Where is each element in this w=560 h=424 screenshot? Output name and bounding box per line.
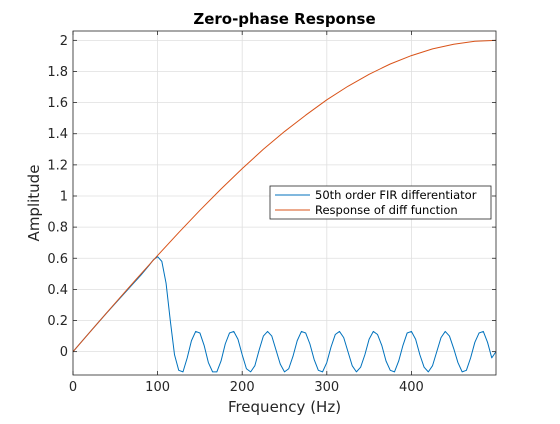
diff-function-line — [72, 39, 497, 352]
y-tick-label: 2 — [60, 34, 68, 49]
x-tick-label: 200 — [230, 380, 255, 395]
y-tick-label: 0 — [60, 345, 68, 360]
x-axis-label: Frequency (Hz) — [228, 398, 341, 416]
y-axis-label: Amplitude — [25, 165, 43, 242]
ticks: 0 100 200 300 400 0 0.2 0.4 0.6 0.8 1 1.2 1.4 1.6 1.8 2 — [47, 31, 496, 395]
y-tick-label: 1 — [60, 189, 68, 204]
series-layer — [72, 39, 497, 373]
legend-label-diff: Response of diff function — [315, 203, 458, 217]
legend-label-fir: 50th order FIR differentiator — [315, 188, 477, 202]
y-tick-label: 1.2 — [47, 158, 68, 173]
y-tick-label: 0.6 — [47, 252, 68, 267]
y-tick-label: 1.8 — [47, 65, 68, 80]
x-tick-label: 400 — [399, 380, 424, 395]
fir-differentiator-line — [72, 256, 497, 373]
y-tick-label: 0.4 — [47, 283, 68, 298]
chart-title: Zero-phase Response — [193, 10, 375, 28]
legend-box — [269, 185, 492, 220]
x-tick-label: 0 — [69, 380, 77, 395]
y-tick-label: 1.6 — [47, 96, 68, 111]
y-tick-label: 0.8 — [47, 221, 68, 236]
y-tick-label: 1.4 — [47, 127, 68, 142]
x-tick-label: 300 — [314, 380, 339, 395]
axes-box — [72, 30, 497, 376]
legend: 50th order FIR differentiator Response o… — [269, 185, 492, 220]
y-tick-label: 0.2 — [47, 314, 68, 329]
x-tick-label: 100 — [145, 380, 170, 395]
